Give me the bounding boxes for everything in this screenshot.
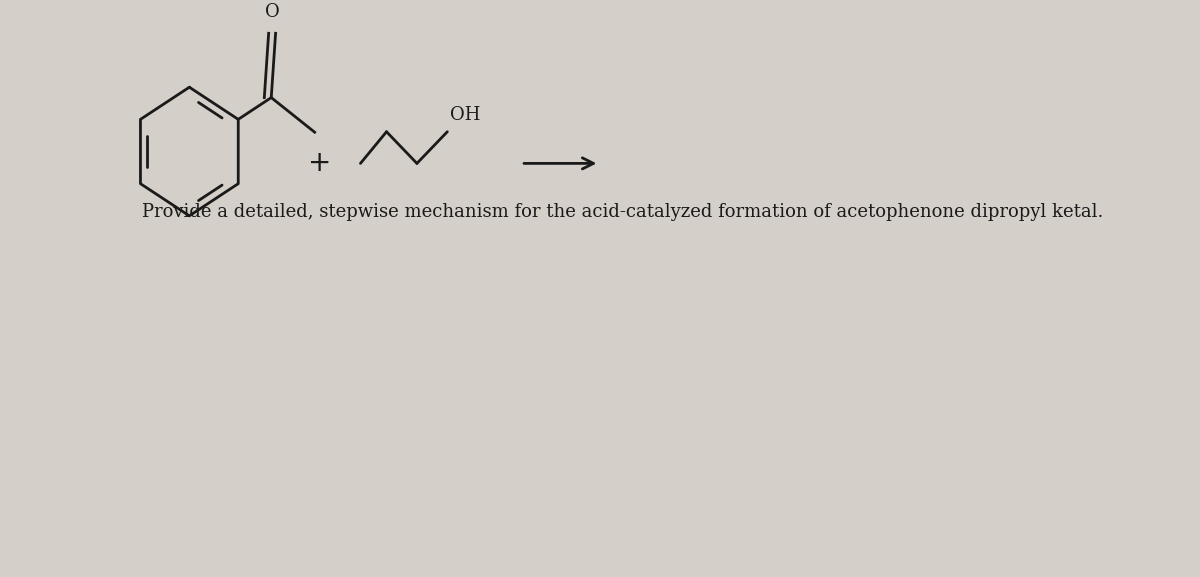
Text: OH: OH — [450, 106, 480, 124]
Text: Provide a detailed, stepwise mechanism for the acid-catalyzed formation of aceto: Provide a detailed, stepwise mechanism f… — [142, 203, 1103, 221]
Text: +: + — [308, 149, 331, 177]
Text: O: O — [265, 3, 280, 21]
